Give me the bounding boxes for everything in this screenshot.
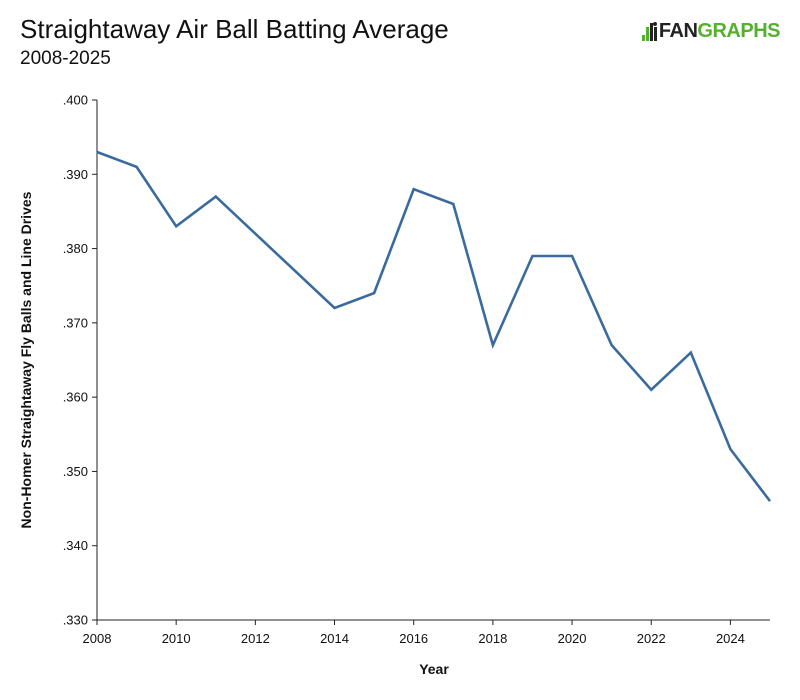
chart-subtitle: 2008-2025 bbox=[20, 48, 111, 69]
chart-title: Straightaway Air Ball Batting Average bbox=[20, 14, 449, 44]
logo-text-fan: FAN bbox=[658, 20, 698, 42]
x-tick-label: 2018 bbox=[478, 631, 507, 646]
fangraphs-batter-icon bbox=[641, 21, 657, 41]
x-tick-label: 2024 bbox=[716, 631, 745, 646]
x-tick-label: 2010 bbox=[162, 631, 191, 646]
x-tick-label: 2020 bbox=[558, 631, 587, 646]
data-points bbox=[96, 151, 771, 502]
x-tick-label: 2022 bbox=[637, 631, 666, 646]
x-tick-label: 2016 bbox=[399, 631, 428, 646]
y-tick-label: .340 bbox=[63, 538, 88, 553]
y-tick-label: .370 bbox=[63, 315, 88, 330]
y-tick-label: .390 bbox=[63, 167, 88, 182]
y-tick-label: .400 bbox=[63, 93, 88, 108]
x-axis-title: Year bbox=[419, 661, 449, 677]
logo-text-graphs: GRAPHS bbox=[697, 20, 780, 42]
series-line bbox=[96, 150, 772, 502]
y-tick-label: .330 bbox=[63, 613, 88, 628]
fangraphs-logo: FAN GRAPHS bbox=[641, 20, 780, 43]
x-axis-ticks: 2008 2010 2012 2014 2016 2018 2020 2022 2024 bbox=[83, 620, 745, 646]
x-tick-label: 2012 bbox=[241, 631, 270, 646]
y-axis-title: Non-Homer Straightaway Fly Balls and Lin… bbox=[18, 191, 34, 528]
y-tick-label: .380 bbox=[63, 241, 88, 256]
x-tick-label: 2014 bbox=[320, 631, 349, 646]
y-axis-ticks: .330 .340 .350 .360 .370 .380 .390 .400 bbox=[63, 93, 97, 628]
y-tick-label: .360 bbox=[63, 390, 88, 405]
y-tick-label: .350 bbox=[63, 464, 88, 479]
x-tick-label: 2008 bbox=[83, 631, 112, 646]
